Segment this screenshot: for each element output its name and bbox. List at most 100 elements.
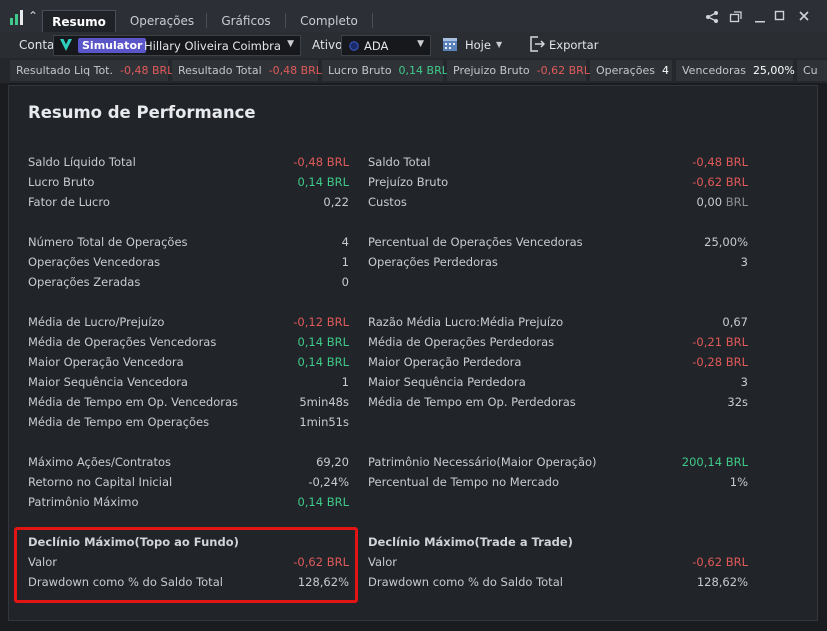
metric-value: -0,12 BRL: [293, 313, 349, 331]
metric-label: Média de Tempo em Op. Vencedoras: [28, 395, 238, 409]
simulator-badge: Simulator: [78, 38, 147, 53]
close-icon[interactable]: [798, 10, 810, 25]
maximize-icon[interactable]: [774, 10, 786, 25]
metric-label: Média de Tempo em Op. Perdedoras: [368, 395, 576, 409]
metric-row: Média de Operações Vencedoras 0,14 BRL: [28, 333, 349, 351]
vertex-logo-icon: [59, 38, 73, 55]
metric-number: 1%: [729, 475, 748, 489]
metric-number: 0,14: [297, 335, 324, 349]
metric-number: 1: [341, 375, 349, 389]
metric-number: 0,00: [696, 195, 723, 209]
tab-completo[interactable]: Completo: [300, 14, 358, 28]
metric-number: -0,62: [293, 555, 324, 569]
metric-number: 0,14: [297, 355, 324, 369]
metric-label: Fator de Lucro: [28, 195, 110, 209]
metric-label: Valor: [368, 555, 397, 569]
asset-select[interactable]: ADA ▼: [341, 35, 431, 56]
metric-label: Prejuízo Bruto: [368, 175, 449, 189]
metric-label: Número Total de Operações: [28, 235, 188, 249]
metric-value: 0,00 BRL: [696, 193, 748, 211]
asset-name: ADA: [364, 39, 389, 53]
metric-unit: BRL: [326, 155, 349, 169]
metric-row: Patrimônio Necessário(Maior Operação) 200…: [368, 453, 748, 471]
tab-resumo[interactable]: Resumo: [42, 10, 116, 32]
metric-row: Prejuízo Bruto -0,62 BRL: [368, 173, 748, 191]
metric-value: 5min48s: [299, 393, 349, 411]
metric-row: Média de Lucro/Prejuízo -0,12 BRL: [28, 313, 349, 331]
detach-window-icon[interactable]: [729, 10, 743, 27]
metric-value: 0,67: [722, 313, 748, 331]
metric-value: 200,14 BRL: [682, 453, 748, 471]
minimize-icon[interactable]: [754, 13, 766, 27]
metric-row: Drawdown como % do Saldo Total 128,62%: [28, 573, 349, 591]
metric-value: -0,28 BRL: [692, 353, 748, 371]
metric-row: Número Total de Operações 4: [28, 233, 349, 251]
metric-value: -0,48 BRL: [293, 153, 349, 171]
highlight-box: [14, 527, 358, 603]
metric-label: Média de Operações Perdedoras: [368, 335, 555, 349]
metric-row: Média de Operações Perdedoras -0,21 BRL: [368, 333, 748, 351]
collapse-icon[interactable]: ⌃: [28, 9, 39, 23]
metric-row: Retorno no Capital Inicial -0,24%: [28, 473, 349, 491]
export-button[interactable]: Exportar: [529, 35, 599, 55]
chevron-down-icon: ▼: [496, 40, 503, 49]
metric-label: Maior Operação Perdedora: [368, 355, 522, 369]
metric-number: -0,28: [692, 355, 723, 369]
metric-unit: BRL: [725, 335, 748, 349]
metric-number: 0,14: [297, 175, 324, 189]
metric-number: -0,21: [692, 335, 723, 349]
metric-label: Percentual de Tempo no Mercado: [368, 475, 559, 489]
metric-value: 0,14 BRL: [297, 173, 349, 191]
metric-number: -0,48: [293, 155, 324, 169]
date-filter-label: Hoje: [465, 38, 491, 52]
tab-graficos[interactable]: Gráficos: [221, 14, 271, 28]
metric-label: Saldo Líquido Total: [28, 155, 136, 169]
metric-row: Lucro Bruto 0,14 BRL: [28, 173, 349, 191]
account-name: Hillary Oliveira Coimbra: [144, 39, 281, 53]
chevron-down-icon: ▼: [287, 39, 294, 49]
metric-unit: BRL: [326, 495, 349, 509]
metric-label: Média de Lucro/Prejuízo: [28, 315, 165, 329]
metric-label: Patrimônio Máximo: [28, 495, 139, 509]
metric-number: 1: [341, 255, 349, 269]
metric-value: -0,62 BRL: [692, 173, 748, 191]
metric-label: Patrimônio Necessário(Maior Operação): [368, 455, 597, 469]
metric-number: 3: [740, 255, 748, 269]
tab-operacoes[interactable]: Operações: [129, 14, 195, 28]
metric-number: 69,20: [316, 455, 349, 469]
metric-number: 0,67: [722, 315, 748, 329]
metric-row: Maior Sequência Vencedora 1: [28, 373, 349, 391]
metric-label: Saldo Total: [368, 155, 431, 169]
account-select[interactable]: Simulator Hillary Oliveira Coimbra ▼: [53, 35, 301, 56]
metric-number: -0,62: [692, 555, 723, 569]
metric-value: 0,14 BRL: [297, 333, 349, 351]
calendar-icon: [442, 36, 458, 55]
metric-row: Operações Zeradas 0: [28, 273, 349, 291]
metric-value: 1: [342, 373, 349, 391]
metric-row: Valor -0,62 BRL: [28, 553, 349, 571]
tab-divider: [206, 13, 207, 28]
metric-label: Operações Vencedoras: [28, 255, 161, 269]
metric-value: -0,62 BRL: [692, 553, 748, 571]
metric-label: Lucro Bruto: [28, 175, 95, 189]
tab-divider: [372, 13, 373, 28]
metric-row: Média de Tempo em Op. Perdedoras 32s: [368, 393, 748, 411]
metric-label: Máximo Ações/Contratos: [28, 455, 172, 469]
metric-row: Máximo Ações/Contratos 69,20: [28, 453, 349, 471]
stat-operacoes: Operações 4: [590, 60, 672, 81]
metric-row: Razão Média Lucro:Média Prejuízo 0,67: [368, 313, 748, 331]
stat-lucro-bruto: Lucro Bruto 0,14 BRL: [322, 60, 448, 81]
metric-number: 32s: [727, 395, 748, 409]
metric-number: 200,14: [681, 455, 723, 469]
date-filter-dropdown[interactable]: Hoje ▼: [442, 36, 510, 54]
metric-value: -0,48 BRL: [692, 153, 748, 171]
stat-resultado-liq-tot: Resultado Liq Tot. -0,48 BRL: [10, 60, 173, 81]
stat-prejuizo-bruto: Prejuizo Bruto -0,62 BRL: [447, 60, 590, 81]
metric-number: 128,62%: [297, 575, 349, 589]
metric-value: 0: [342, 273, 349, 291]
metric-number: 128,62%: [696, 575, 748, 589]
metric-label: Maior Sequência Perdedora: [368, 375, 526, 389]
share-icon[interactable]: [705, 10, 719, 27]
metric-row: Patrimônio Máximo 0,14 BRL: [28, 493, 349, 511]
drawdown-left-title: Declínio Máximo(Topo ao Fundo): [28, 535, 239, 549]
